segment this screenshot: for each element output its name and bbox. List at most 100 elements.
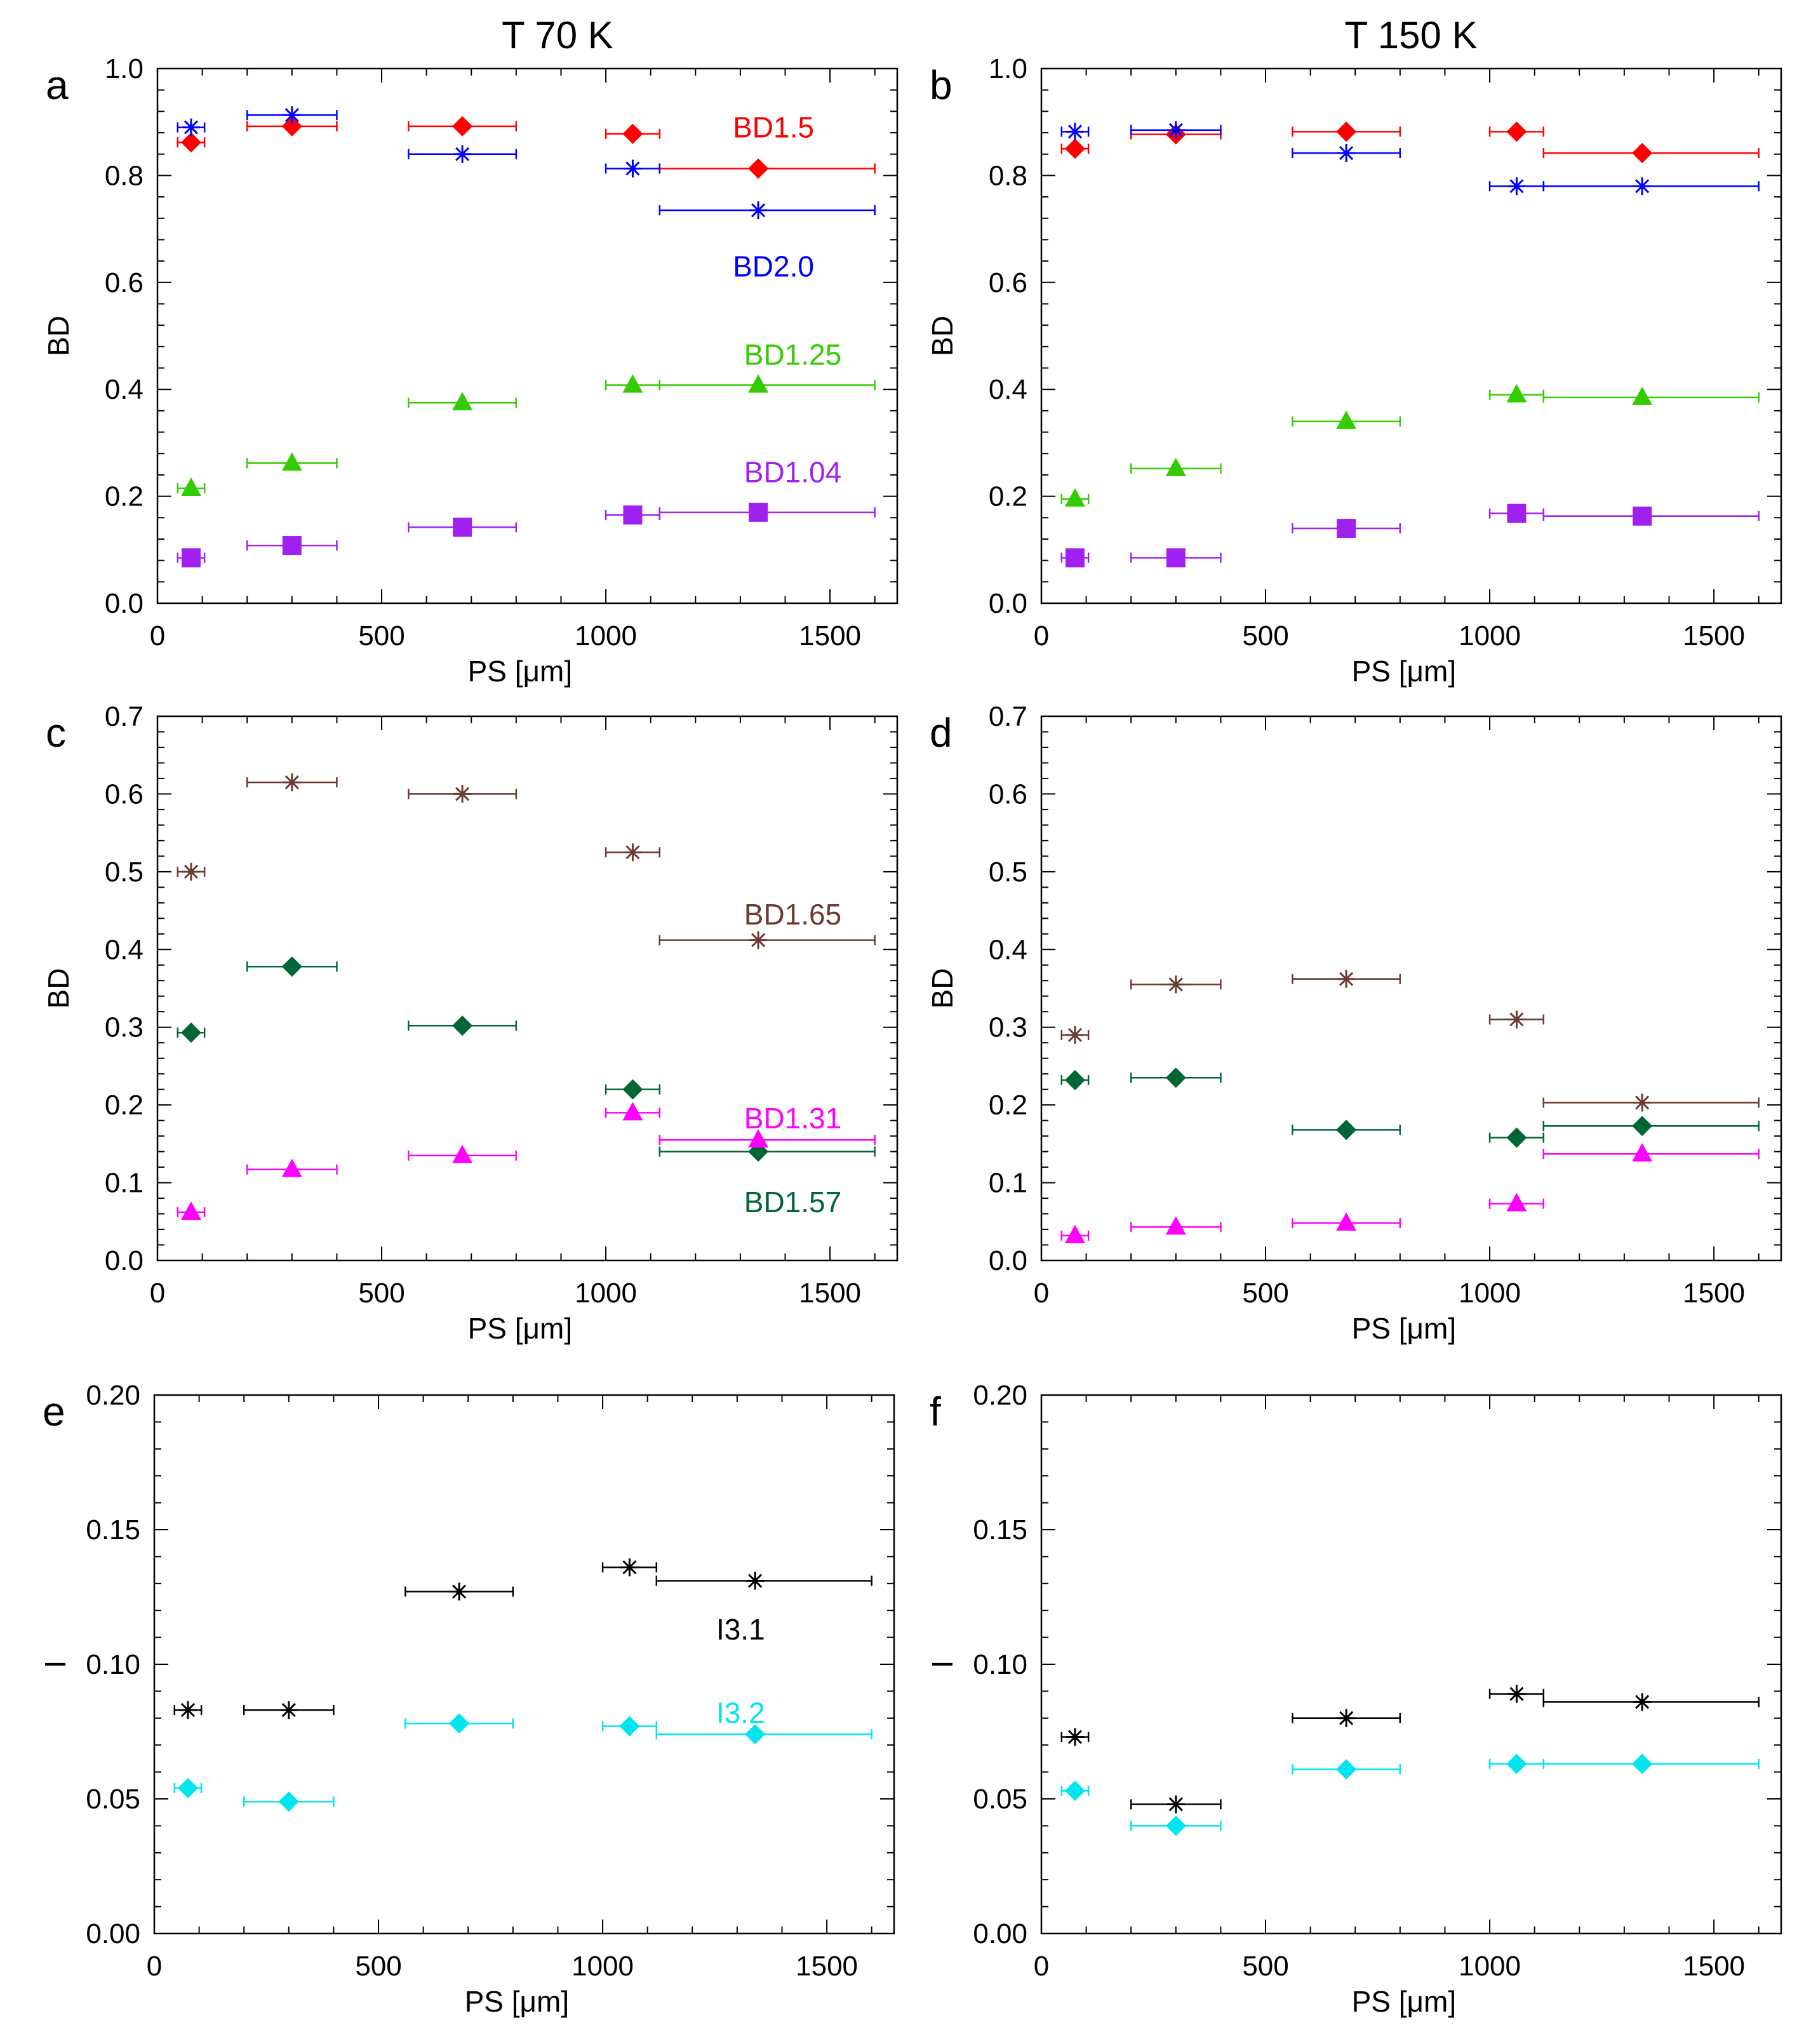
x-tick-label: 1000: [575, 1278, 637, 1309]
data-point: [1506, 121, 1527, 142]
column-title-right: T 150 K: [1344, 14, 1477, 57]
y-tick-label: 0.2: [105, 1090, 144, 1121]
data-point: [1166, 1795, 1185, 1814]
data-point: [749, 502, 768, 522]
data-point: [1632, 386, 1653, 405]
data-point: [1506, 1127, 1527, 1148]
series-label: I3.2: [716, 1696, 765, 1729]
y-tick-label: 0.0: [989, 1245, 1027, 1276]
panel-letter-f: f: [930, 1389, 941, 1434]
series-bd1-31: [1060, 1143, 1760, 1243]
y-tick-label: 1.0: [105, 53, 144, 84]
x-tick-label: 1500: [796, 1951, 858, 1982]
data-point: [748, 374, 769, 393]
x-tick-label: 0: [1034, 620, 1049, 651]
x-tick-label: 0: [1034, 1278, 1049, 1309]
data-point: [1506, 1753, 1527, 1774]
data-point: [746, 1572, 765, 1590]
data-point: [748, 158, 769, 179]
data-point: [180, 477, 201, 496]
data-point: [1337, 1709, 1356, 1727]
data-point: [619, 1716, 640, 1737]
data-point: [1337, 519, 1356, 538]
data-point: [1165, 1815, 1186, 1836]
data-point: [1506, 1192, 1527, 1212]
y-tick-label: 0.00: [973, 1918, 1027, 1949]
y-tick-label: 0.2: [105, 481, 144, 512]
y-tick-label: 0.20: [973, 1380, 1027, 1411]
series-label: BD2.0: [733, 250, 814, 283]
chart-panel-f: 0 500 1000 1500 0.00 0.05 0.10 0.15 0.20 PS [μm] I…: [926, 1380, 1782, 2018]
y-tick-label: 0.7: [105, 701, 144, 732]
x-tick-label: 500: [355, 1951, 401, 1982]
y-tick-label: 0.5: [989, 857, 1027, 888]
x-tick-label: 1000: [1459, 1951, 1521, 1982]
data-point: [1066, 1025, 1084, 1044]
y-tick-label: 0.6: [989, 778, 1027, 810]
data-point: [622, 123, 643, 144]
y-tick-label: 0.6: [989, 267, 1027, 298]
series-bd1-04: BD1.04: [177, 456, 876, 568]
x-tick-label: 1500: [1683, 1278, 1745, 1309]
data-point: [622, 1102, 643, 1121]
data-point: [1165, 1067, 1186, 1088]
y-tick-label: 0.10: [86, 1649, 140, 1680]
data-point: [452, 116, 473, 137]
data-point: [452, 392, 473, 411]
data-point: [281, 452, 302, 471]
data-point: [1632, 1753, 1653, 1774]
panel-letter-d: d: [930, 710, 952, 756]
data-point: [1064, 138, 1085, 159]
data-point: [1632, 1116, 1653, 1137]
data-point: [620, 1558, 639, 1577]
y-tick-label: 0.5: [105, 857, 144, 888]
data-point: [180, 1022, 201, 1043]
y-axis-label: BD: [926, 316, 959, 356]
data-point: [279, 1701, 298, 1720]
series-bd1-25: BD1.25: [177, 338, 876, 496]
data-point: [622, 374, 643, 393]
x-axis-label: PS [μm]: [468, 655, 573, 688]
y-axis-label: I: [39, 1660, 72, 1669]
y-tick-label: 0.20: [86, 1380, 140, 1411]
data-point: [1064, 1069, 1085, 1090]
y-axis-label: BD: [42, 968, 75, 1009]
data-point: [452, 1015, 473, 1036]
data-point: [453, 518, 472, 537]
x-axis-label: PS [μm]: [1352, 1312, 1457, 1345]
chart-panel-e: 0 500 1000 1500 0.00 0.05 0.10 0.15 0.20 PS [μm] I…: [39, 1380, 895, 2018]
y-tick-label: 0.00: [86, 1918, 140, 1949]
x-tick-label: 0: [1034, 1951, 1049, 1982]
column-title-left: T 70 K: [502, 14, 613, 57]
data-point: [1336, 1119, 1357, 1140]
data-point: [1336, 1212, 1357, 1231]
x-tick-label: 0: [150, 620, 165, 651]
chart-panel-d: 0 500 1000 1500 0.0 0.1 0.2 0.3 0.4 0.5 0.6 0.7 PS […: [926, 701, 1782, 1345]
x-tick-label: 1000: [575, 620, 637, 651]
x-tick-label: 1500: [799, 620, 861, 651]
data-point: [1633, 506, 1652, 526]
series-label: BD1.5: [733, 111, 814, 144]
y-axis-label: BD: [42, 316, 75, 356]
data-point: [282, 536, 302, 556]
y-tick-label: 0.8: [989, 160, 1027, 191]
series-label: I3.1: [716, 1613, 765, 1646]
data-point: [624, 843, 642, 862]
panel-letter-c: c: [46, 710, 66, 756]
series-label: BD1.31: [744, 1102, 841, 1135]
series-bd1-31: BD1.31: [177, 1102, 876, 1220]
data-point: [1064, 488, 1085, 507]
x-axis-label: PS [μm]: [1352, 655, 1457, 688]
data-point: [281, 956, 302, 977]
data-point: [453, 785, 472, 803]
data-point: [1064, 1224, 1085, 1243]
x-axis-label: PS [μm]: [465, 1985, 570, 2018]
y-tick-label: 0.7: [989, 701, 1027, 732]
series-bd2-0: BD2.0: [177, 106, 876, 283]
data-point: [749, 931, 768, 949]
series-label: BD1.65: [744, 898, 841, 931]
data-point: [1166, 121, 1185, 139]
y-tick-label: 0.10: [973, 1649, 1027, 1680]
data-point: [622, 1079, 643, 1100]
